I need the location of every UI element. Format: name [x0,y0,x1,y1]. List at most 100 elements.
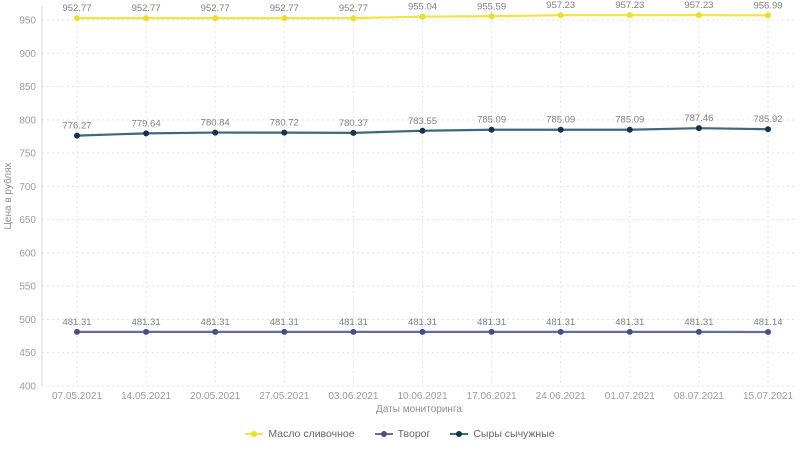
legend-label: Масло сливочное [268,428,355,440]
data-point-label: 952.77 [62,3,91,14]
data-point-label: 780.72 [270,118,299,129]
data-point-label: 785.09 [477,115,506,126]
y-tick-label: 900 [19,49,36,60]
y-axis-title: Цена в рублях [2,162,14,229]
data-point-label: 780.84 [201,118,230,129]
x-tick-label: 03.06.2021 [328,391,378,402]
legend-item[interactable]: Масло сливочное [245,428,355,440]
data-point[interactable] [765,12,771,19]
data-point-label: 481.14 [753,317,782,328]
data-point[interactable] [557,12,564,19]
y-tick-label: 800 [19,115,36,126]
data-point[interactable] [74,15,80,22]
x-tick-label: 24.06.2021 [536,391,586,402]
y-tick-label: 600 [19,248,36,259]
data-point[interactable] [765,126,771,133]
y-tick-label: 950 [19,16,36,27]
data-point[interactable] [626,12,633,19]
data-point-label: 955.59 [477,1,506,12]
data-point[interactable] [765,329,771,336]
data-point-label: 481.31 [546,317,575,328]
y-tick-label: 500 [19,315,36,326]
data-point-label: 952.77 [339,3,368,14]
data-point[interactable] [350,15,357,22]
data-series: 952.77 952.77 952.77 952.77 952.77 955.04 955.… [62,0,783,336]
data-point[interactable] [419,328,426,335]
data-point[interactable] [557,126,564,133]
data-point[interactable] [626,328,633,335]
legend-series-marker-icon [450,431,469,437]
y-tick-label: 850 [19,82,36,93]
legend-dot [456,431,463,437]
data-point-label: 957.23 [546,0,575,11]
x-axis-title: Даты мониторинга [376,404,462,415]
y-tick-label: 700 [19,182,36,193]
data-point[interactable] [281,328,288,335]
legend-item[interactable]: Сыры сычужные [450,428,555,440]
data-point[interactable] [695,125,702,132]
data-point-label: 481.31 [408,317,437,328]
data-point[interactable] [281,129,288,136]
legend-series-marker-icon [374,431,393,437]
data-point-label: 952.77 [270,3,299,14]
data-point[interactable] [143,15,150,22]
data-point-label: 783.55 [408,116,437,127]
data-point-label: 952.77 [201,3,230,14]
data-point[interactable] [212,15,219,22]
data-point[interactable] [626,126,633,133]
data-point[interactable] [695,328,702,335]
data-point[interactable] [695,12,702,19]
y-tick-label: 750 [19,149,36,160]
data-point-label: 780.37 [339,118,368,129]
data-point[interactable] [212,328,219,335]
data-point-label: 785.09 [546,115,575,126]
data-point[interactable] [350,129,357,136]
data-point-label: 785.09 [615,115,644,126]
x-tick-label: 07.05.2021 [52,391,102,402]
legend-dot [251,431,258,437]
data-point-label: 955.04 [408,2,437,13]
data-point[interactable] [557,328,564,335]
grid-lines [42,6,796,387]
data-point[interactable] [488,126,495,133]
data-point[interactable] [281,15,288,22]
data-point-label: 481.31 [684,317,713,328]
data-point-label: 481.31 [615,317,644,328]
y-tick-label: 650 [19,215,36,226]
data-point[interactable] [488,328,495,335]
data-point-label: 481.31 [132,317,161,328]
axes: 400 450 500 550 600 650 700 750 800 850 900 950 07.0… [19,6,793,402]
data-point[interactable] [74,328,80,335]
legend-label: Сыры сычужные [473,428,555,440]
data-point[interactable] [350,328,357,335]
data-point[interactable] [143,328,150,335]
data-point[interactable] [419,13,426,20]
y-tick-label: 450 [19,348,36,359]
data-point-label: 952.77 [132,3,161,14]
legend-dot [380,431,387,437]
x-tick-label: 17.06.2021 [467,391,517,402]
x-tick-label: 08.07.2021 [674,391,724,402]
data-point-label: 957.23 [684,0,713,11]
data-point-label: 957.23 [615,0,644,11]
data-point-label: 481.31 [62,317,91,328]
data-point[interactable] [143,130,150,137]
legend-label: Творог [397,428,431,440]
data-point-label: 481.31 [339,317,368,328]
data-point-label: 956.99 [753,0,782,11]
x-tick-label: 14.05.2021 [121,391,171,402]
legend-item[interactable]: Творог [374,428,431,440]
data-point[interactable] [74,132,80,139]
x-tick-label: 10.06.2021 [397,391,447,402]
data-point-label: 776.27 [62,121,91,132]
data-point[interactable] [419,127,426,134]
y-tick-label: 400 [19,382,36,393]
data-point-label: 787.46 [684,113,713,124]
data-point[interactable] [488,13,495,20]
y-tick-label: 550 [19,282,36,293]
x-tick-label: 20.05.2021 [190,391,240,402]
data-point-label: 785.92 [753,114,782,125]
data-point[interactable] [212,129,219,136]
